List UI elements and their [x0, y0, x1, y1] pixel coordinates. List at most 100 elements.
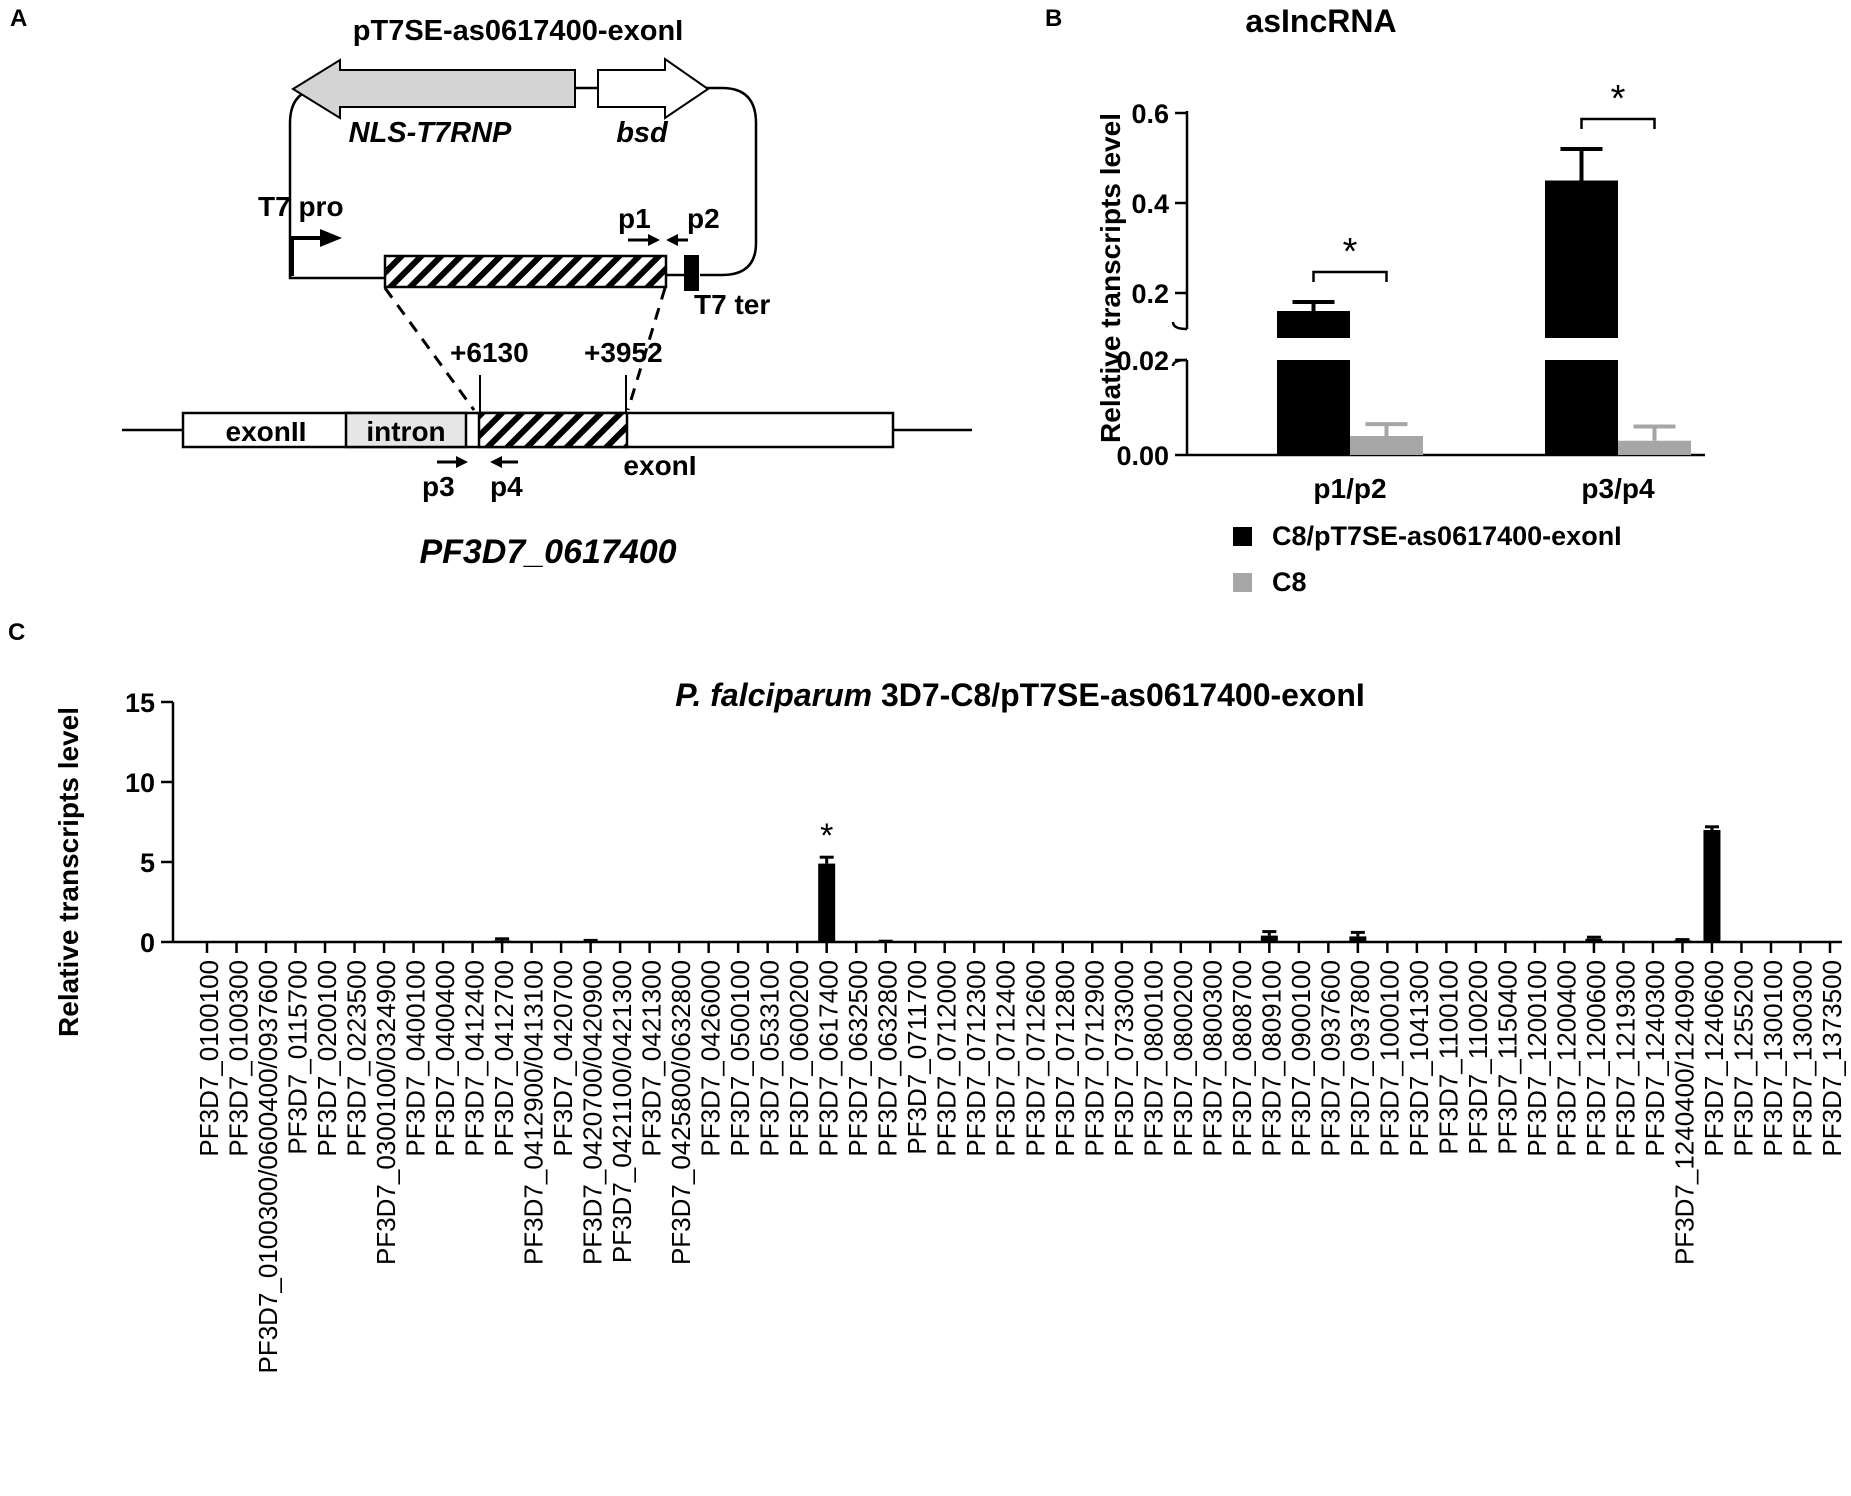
panel-c-title: P. falciparum 3D7-C8/pT7SE-as0617400-exo…: [675, 677, 1365, 713]
panel-c-bar: [1349, 936, 1367, 942]
panel-b-bar: [1618, 440, 1691, 455]
panel-c-x-tick-label: PF3D7_0632500: [843, 960, 873, 1157]
primer-p2-label: p2: [687, 203, 720, 234]
panel-b-y-tick-label: 0.6: [1131, 99, 1169, 129]
panel-b-label: B: [1045, 5, 1062, 32]
panel-c-x-tick-label: PF3D7_0421100/0421300: [607, 960, 637, 1263]
panel-c-x-tick-label: PF3D7_0300100/0324900: [371, 960, 401, 1265]
panel-c-x-tick-label: PF3D7_1150400: [1492, 960, 1522, 1155]
panel-c-x-tick-label: PF3D7_0100300/0600400/0937600: [253, 960, 283, 1374]
panel-c-x-tick-label: PF3D7_1255200: [1728, 960, 1758, 1157]
panel-c-x-tick-label: PF3D7_0420700/0420900: [578, 960, 608, 1265]
panel-c-x-tick-label: PF3D7_0533100: [755, 960, 785, 1157]
panel-b-bar-lower: [1277, 360, 1350, 455]
panel-c-x-tick-label: PF3D7_0900100: [1286, 960, 1316, 1157]
primer-p1-label: p1: [618, 203, 651, 234]
panel-c-x-tick-label: PF3D7_0712900: [1079, 960, 1109, 1157]
panel-c-x-tick-label: PF3D7_1100200: [1463, 960, 1493, 1155]
panel-c-bar: [1703, 830, 1721, 942]
panel-b-bar-lower: [1545, 360, 1618, 455]
panel-c-x-tick-label: PF3D7_0712400: [991, 960, 1021, 1157]
panel-c-x-tick-label: PF3D7_0800100: [1138, 960, 1168, 1157]
panel-c-x-tick-label: PF3D7_1200600: [1581, 960, 1611, 1157]
panel-c-bar: [1585, 938, 1603, 942]
t7-terminator-label: T7 ter: [694, 289, 770, 320]
panel-c-x-tick-label: PF3D7_0712800: [1050, 960, 1080, 1157]
panel-c-x-tick-label: PF3D7_0425800/0632800: [666, 960, 696, 1265]
panel-c-title-strain: 3D7-C8/pT7SE-as0617400-exonI: [872, 677, 1365, 713]
panel-a-label: A: [10, 5, 27, 32]
panel-c-x-tick-label: PF3D7_0617400: [814, 960, 844, 1157]
panel-c-x-tick-label: PF3D7_0100100: [194, 960, 224, 1157]
panel-b-axis-break-upper: [1171, 321, 1188, 331]
exon2-label: exonII: [226, 416, 307, 447]
panel-c-x-tick-label: PF3D7_1219300: [1610, 960, 1640, 1157]
panel-c-bar: [818, 863, 836, 942]
panel-c-x-tick-label: PF3D7_0712300: [961, 960, 991, 1157]
panel-c-x-tick-label: PF3D7_0712600: [1020, 960, 1050, 1157]
panel-c-x-tick-label: PF3D7_1200400: [1551, 960, 1581, 1157]
panel-c-y-axis-label: Relative transcripts level: [53, 707, 84, 1037]
panel-b-y-tick-label: 0.4: [1131, 189, 1169, 219]
panel-c-x-tick-label: PF3D7_0421300: [637, 960, 667, 1157]
panel-c-x-tick-label: PF3D7_0733000: [1109, 960, 1139, 1157]
plasmid-backbone: [288, 86, 758, 280]
panel-b-legend-label: C8/pT7SE-as0617400-exonI: [1272, 521, 1622, 551]
panel-c-x-tick-label: PF3D7_0420700: [548, 960, 578, 1157]
panel-c-x-tick-label: PF3D7_0100300: [224, 960, 254, 1157]
panel-c-title-species: P. falciparum: [675, 677, 872, 713]
panel-c-x-tick-label: PF3D7_1373500: [1817, 960, 1847, 1157]
panel-c-label: C: [8, 619, 25, 646]
panel-c-x-tick-label: PF3D7_0809100: [1256, 960, 1286, 1157]
panel-c-x-tick-label: PF3D7_0937600: [1315, 960, 1345, 1157]
panel-c-x-tick-label: PF3D7_0200100: [312, 960, 342, 1157]
panel-c-x-tick-label: PF3D7_0412700: [489, 960, 519, 1157]
panel-b-title: asIncRNA: [1245, 3, 1396, 39]
intron-label: intron: [366, 416, 445, 447]
gene-id-label: PF3D7_0617400: [419, 533, 676, 571]
panel-c-bar: [493, 940, 511, 942]
t7-promoter-arrow-icon: [290, 236, 325, 276]
panel-c-x-tick-label: PF3D7_1300300: [1787, 960, 1817, 1157]
panel-b-bar-upper: [1277, 311, 1350, 338]
panel-c-x-tick-label: PF3D7_1041300: [1404, 960, 1434, 1157]
panel-c-x-tick-label: PF3D7_0115700: [283, 960, 313, 1155]
exon1-label: exonI: [623, 450, 696, 481]
panel-c-x-tick-label: PF3D7_0223500: [342, 960, 372, 1157]
gene-insert-region: [477, 411, 629, 449]
panel-c-y-tick-label: 5: [140, 848, 155, 878]
panel-b-y-tick-label: 0.02: [1116, 346, 1169, 376]
panel-b-significance-star: *: [1343, 231, 1358, 273]
panel-b-y-axis-label: Relative transcripts level: [1095, 113, 1126, 443]
panel-c-y-tick-label: 15: [125, 688, 155, 718]
nls-t7rnp-label: NLS-T7RNP: [349, 117, 512, 149]
panel-c-x-tick-label: PF3D7_1200100: [1522, 960, 1552, 1157]
coordinate-right: +3952: [584, 337, 663, 368]
panel-c-x-tick-label: PF3D7_0712000: [932, 960, 962, 1157]
panel-b-significance-bracket: [1312, 270, 1388, 282]
panel-b-legend-swatch: [1233, 573, 1252, 592]
plasmid-insert: [383, 254, 668, 289]
panel-c-x-tick-label: PF3D7_1240300: [1640, 960, 1670, 1157]
panel-c-chart: C P. falciparum 3D7-C8/pT7SE-as0617400-e…: [8, 619, 1847, 1374]
panel-c-x-tick-label: PF3D7_0800200: [1168, 960, 1198, 1157]
bsd-label: bsd: [616, 117, 669, 149]
panel-c-x-tick-label: PF3D7_1300100: [1758, 960, 1788, 1157]
t7-promoter-label: T7 pro: [258, 191, 344, 222]
panel-c-x-tick-label: PF3D7_1240400/1240900: [1669, 960, 1699, 1265]
panel-b-significance-bracket: [1580, 117, 1656, 129]
panel-b-y-tick-label: 0.2: [1131, 279, 1169, 309]
intron-box: [344, 411, 468, 449]
panel-c-x-tick-label: PF3D7_0937800: [1345, 960, 1375, 1157]
panel-c-x-tick-label: PF3D7_0500100: [725, 960, 755, 1157]
panel-c-x-tick-label: PF3D7_0600200: [784, 960, 814, 1157]
panel-c-x-tick-label: PF3D7_1240600: [1699, 960, 1729, 1157]
panel-c-x-tick-label: PF3D7_0426000: [696, 960, 726, 1157]
panel-b-x-tick-label: p1/p2: [1313, 473, 1386, 504]
panel-a: A pT7SE-as0617400-exonI NLS-T7RNP bsd T7…: [10, 5, 972, 571]
panel-b-y-tick-label: 0.00: [1116, 441, 1169, 471]
panel-b-significance-star: *: [1611, 78, 1626, 120]
panel-c-x-tick-label: PF3D7_0400400: [430, 960, 460, 1157]
panel-b-legend-swatch: [1233, 527, 1252, 546]
